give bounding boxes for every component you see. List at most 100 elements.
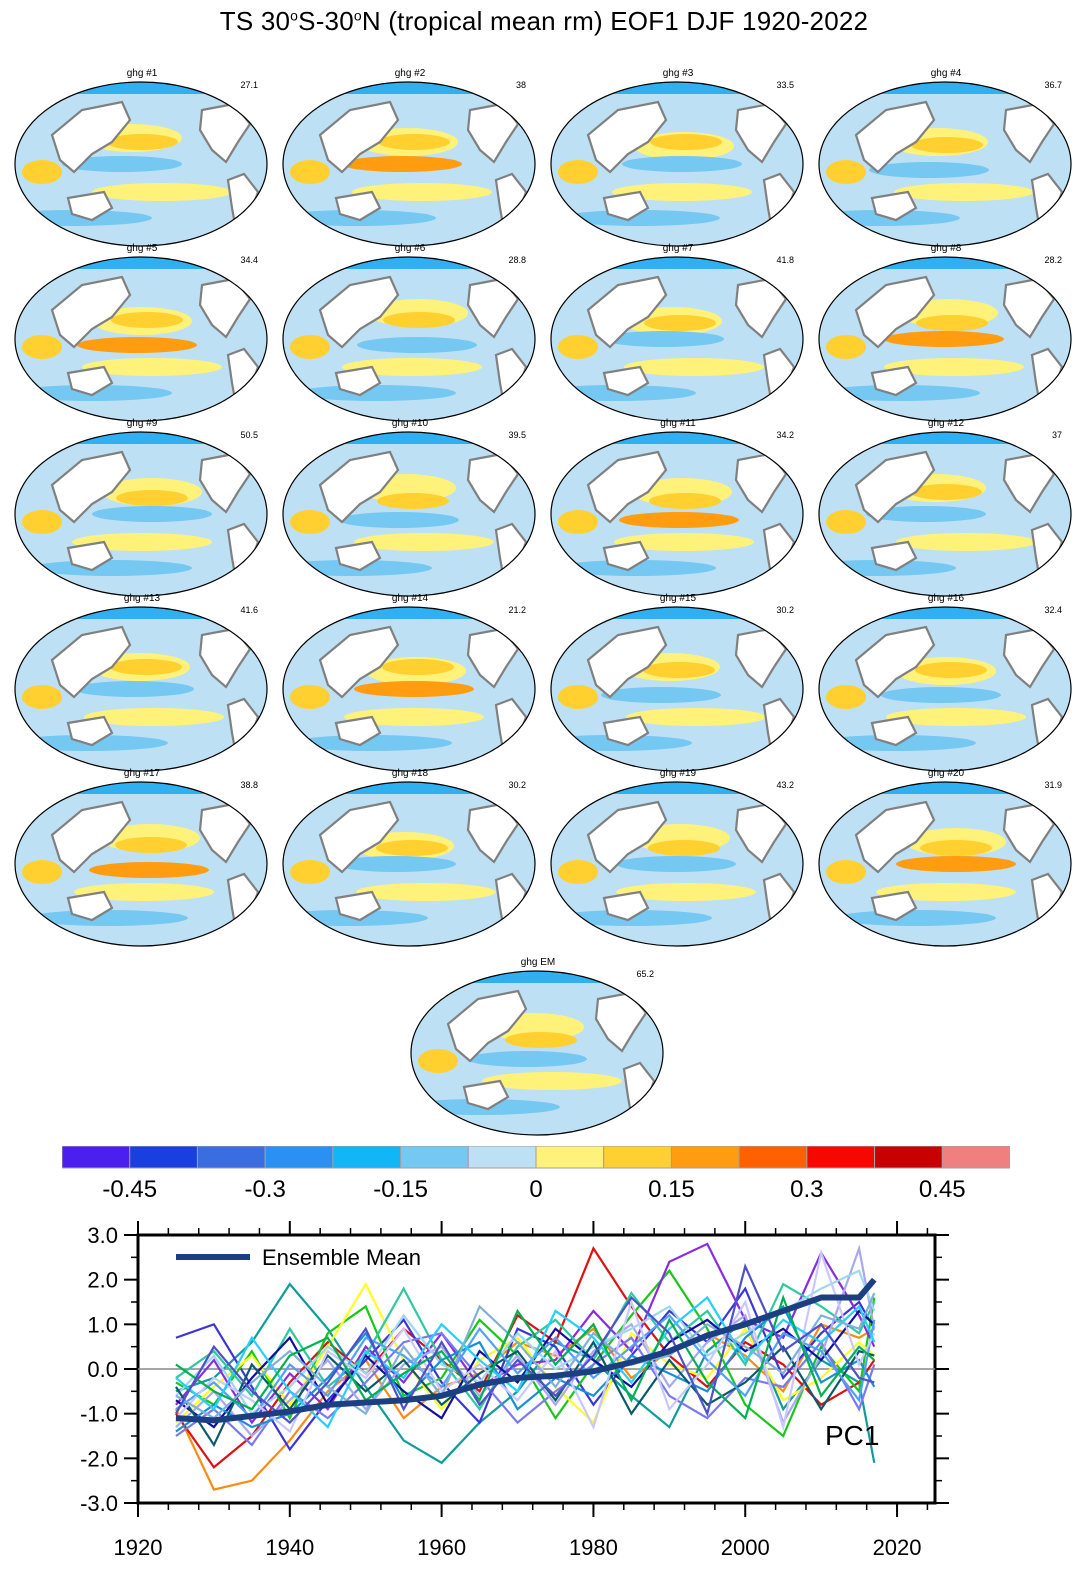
land-mass: [782, 798, 803, 826]
variance-explained-value: 28.8: [508, 255, 526, 265]
map-panel-label: ghg #3: [662, 68, 694, 79]
variance-explained-value: 31.9: [1044, 780, 1062, 790]
anomaly-blob: [556, 560, 716, 576]
anomaly-blob: [77, 337, 197, 353]
colorbar-tick-label: -0.45: [102, 1176, 158, 1203]
eof-map: [818, 81, 1072, 247]
colorbar-segment: [874, 1146, 943, 1169]
anomaly-blob: [74, 681, 194, 697]
x-tick-label: 1940: [265, 1535, 314, 1560]
map-panel: ghg EM 65.2: [408, 957, 668, 1137]
land-mass: [334, 190, 382, 222]
anomaly-blob: [382, 659, 454, 675]
colorbar-tick-label: 0.45: [918, 1176, 966, 1203]
anomaly-blob: [884, 358, 1024, 376]
eof-map: [550, 781, 804, 947]
land-mass: [602, 365, 650, 397]
anomaly-blob: [376, 840, 448, 856]
anomaly-blob: [869, 162, 989, 178]
x-tick-label: 1960: [417, 1535, 466, 1560]
land-mass: [246, 448, 267, 476]
map-panel: ghg #6 28.8: [280, 243, 540, 423]
map-border: [818, 256, 1072, 422]
land-mass: [514, 448, 535, 476]
map-panel-label: ghg #11: [660, 418, 696, 429]
variance-explained-value: 39.5: [508, 430, 526, 440]
land-mass: [66, 715, 114, 747]
map-border: [14, 781, 268, 947]
map-panel-label: ghg #19: [659, 768, 697, 779]
y-tick-label: -3.0: [80, 1491, 118, 1516]
anomaly-blob: [558, 510, 598, 534]
map-panel: ghg #14 21.2: [280, 593, 540, 773]
variance-explained-value: 41.6: [240, 605, 258, 615]
land-mass: [318, 625, 400, 699]
anomaly-blob: [106, 134, 178, 150]
map-panel-label: ghg #1: [126, 68, 158, 79]
map-panel: ghg #12 37: [816, 418, 1076, 598]
land-mass: [50, 275, 132, 349]
anomaly-blob: [62, 156, 182, 172]
anomaly-blob: [84, 708, 224, 726]
anomaly-blob: [896, 856, 1016, 872]
anomaly-blob: [649, 493, 721, 509]
map-panel: ghg #9 50.5: [12, 418, 272, 598]
land-mass: [782, 623, 803, 651]
anomaly-blob: [28, 910, 188, 926]
anomaly-blob: [352, 183, 492, 201]
map-border: [14, 606, 268, 772]
eof-map: [282, 81, 536, 247]
map-border: [550, 606, 804, 772]
eof-map: [14, 81, 268, 247]
anomaly-blob: [614, 533, 754, 551]
land-mass: [318, 800, 400, 874]
pc1-timeseries-chart: 1920 1940 1960 1980 2000 2020 3.0 2.0 1.0 0.0 -1.0…: [80, 1221, 949, 1560]
variance-explained-value: 41.8: [776, 255, 794, 265]
anomaly-blob: [22, 510, 62, 534]
anomaly-blob: [886, 708, 1026, 726]
anomaly-blob: [601, 687, 721, 703]
x-tick-label: 2020: [873, 1535, 922, 1560]
map-border: [282, 81, 536, 247]
land-mass: [66, 890, 114, 922]
eof-map: [14, 431, 268, 597]
land-mass: [586, 800, 668, 874]
map-panel-label: ghg #14: [391, 593, 429, 604]
land-mass: [246, 273, 267, 301]
anomaly-blob: [558, 160, 598, 184]
member-series-line: [175, 1294, 876, 1421]
land-mass: [1050, 798, 1071, 826]
land-mass: [514, 98, 535, 126]
page-title: TS 30oS-30oN (tropical mean rm) EOF1 DJF…: [0, 6, 1088, 37]
map-panel: ghg #8 28.2: [816, 243, 1076, 423]
map-panel-label: ghg #15: [659, 593, 697, 604]
eof-map: [550, 81, 804, 247]
land-mass: [854, 800, 936, 874]
variance-explained-value: 28.2: [1044, 255, 1062, 265]
anomaly-blob: [339, 512, 459, 528]
anomaly-blob: [626, 708, 766, 726]
title-degree-b: o: [353, 7, 362, 24]
eof-map: [550, 606, 804, 772]
map-panel-label: ghg #20: [927, 768, 965, 779]
land-mass: [586, 450, 668, 524]
eof-map: [282, 256, 536, 422]
land-mass: [586, 275, 668, 349]
variance-explained-value: 38.8: [240, 780, 258, 790]
colorbar-tick-label: -0.3: [244, 1176, 286, 1203]
colorbar-segment: [806, 1146, 876, 1169]
land-mass: [1050, 448, 1071, 476]
land-mass: [318, 275, 400, 349]
map-panel-label: ghg #13: [123, 593, 161, 604]
anomaly-blob: [643, 662, 715, 678]
land-mass: [586, 100, 668, 174]
anomaly-blob: [290, 160, 330, 184]
variance-explained-value: 43.2: [776, 780, 794, 790]
land-mass: [318, 450, 400, 524]
land-mass: [870, 715, 918, 747]
anomaly-blob: [32, 560, 192, 576]
eof-map: [818, 431, 1072, 597]
anomaly-blob: [648, 840, 720, 856]
variance-explained-value: 50.5: [240, 430, 258, 440]
anomaly-blob: [616, 883, 756, 901]
